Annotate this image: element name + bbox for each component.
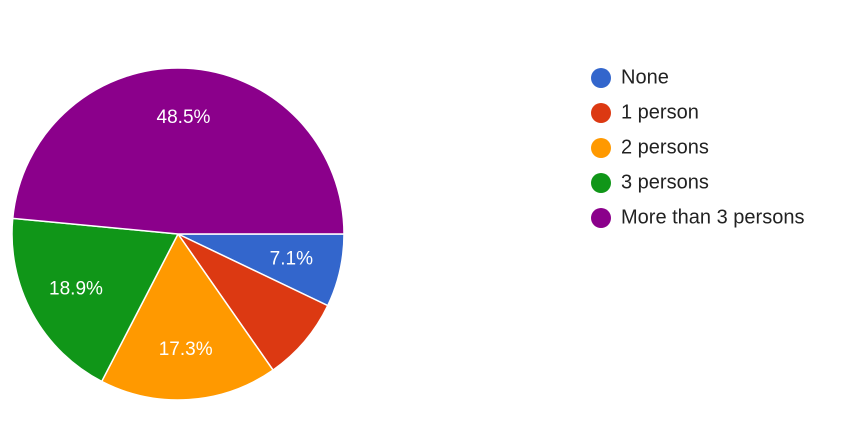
legend-label: 1 person [621,101,699,123]
legend-label: None [621,66,669,88]
pie-slice [11,217,180,383]
legend-marker [591,103,611,123]
legend-label: 3 persons [621,171,709,193]
data-label: 48.5% [157,107,211,128]
legend-marker [591,173,611,193]
legend-label: More than 3 persons [621,206,804,228]
legend-marker [591,68,611,88]
data-label: 7.1% [270,249,313,270]
data-label: 17.3% [159,339,213,360]
legend-marker [591,138,611,158]
pie-slice [100,232,275,401]
data-label: 18.9% [49,279,103,300]
legend-label: 2 persons [621,136,709,158]
legend-marker [591,208,611,228]
pie-slice [11,67,345,235]
